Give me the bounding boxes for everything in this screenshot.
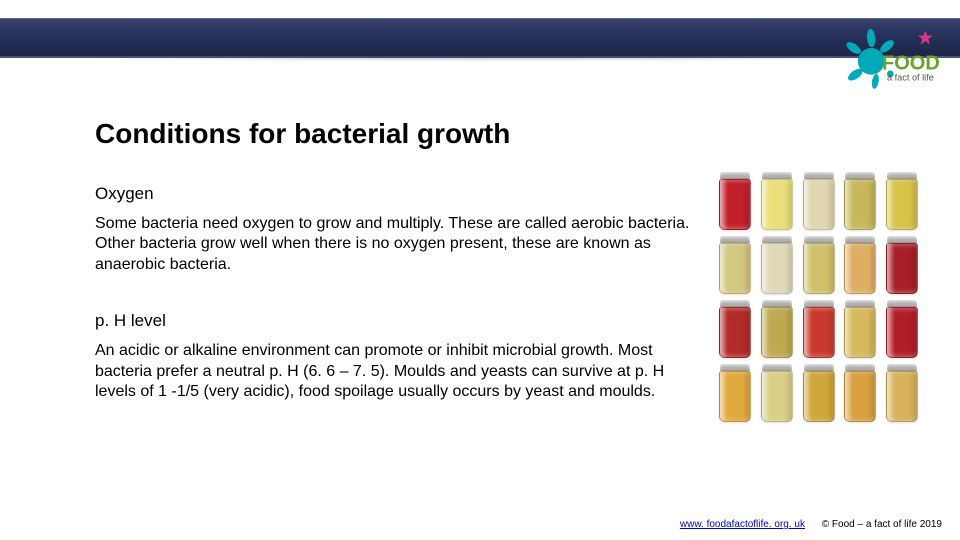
footer: www. foodafactoflife. org. uk © Food – a… <box>680 519 942 530</box>
food-logo-svg: FOOD a fact of life <box>842 28 942 98</box>
jar-item <box>842 364 878 422</box>
jar-item <box>842 236 878 294</box>
footer-link[interactable]: www. foodafactoflife. org. uk <box>680 519 805 530</box>
section-heading-oxygen: Oxygen <box>95 184 695 204</box>
section-body-ph: An acidic or alkaline environment can pr… <box>95 341 695 402</box>
jar-item <box>884 364 920 422</box>
jar-item <box>759 364 795 422</box>
brand-logo: FOOD a fact of life <box>842 28 942 98</box>
jar-item <box>717 236 753 294</box>
jar-item <box>884 172 920 230</box>
logo-text-food: FOOD <box>882 53 940 75</box>
logo-text-tagline: a fact of life <box>887 73 934 83</box>
section-body-oxygen: Some bacteria need oxygen to grow and mu… <box>95 214 695 275</box>
jar-item <box>801 236 837 294</box>
jar-item <box>759 172 795 230</box>
jar-item <box>759 236 795 294</box>
page-title: Conditions for bacterial growth <box>95 118 695 150</box>
footer-copyright: © Food – a fact of life 2019 <box>822 519 942 530</box>
jar-item <box>842 172 878 230</box>
jar-item <box>759 300 795 358</box>
main-content: Conditions for bacterial growth Oxygen S… <box>95 118 695 439</box>
header-band <box>0 18 960 58</box>
jar-item <box>801 300 837 358</box>
jar-item <box>842 300 878 358</box>
jar-item <box>717 364 753 422</box>
jar-image-grid <box>717 172 922 422</box>
jar-item <box>717 172 753 230</box>
section-heading-ph: p. H level <box>95 311 695 331</box>
jar-item <box>717 300 753 358</box>
jar-item <box>884 236 920 294</box>
jar-item <box>884 300 920 358</box>
jar-item <box>801 364 837 422</box>
jar-item <box>801 172 837 230</box>
